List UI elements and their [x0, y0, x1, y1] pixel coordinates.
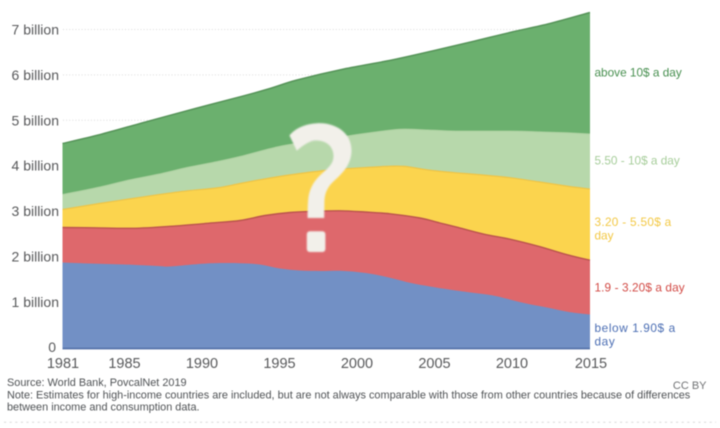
svg-text:0: 0 [48, 339, 56, 355]
svg-text:1995: 1995 [263, 356, 295, 372]
svg-text:2000: 2000 [341, 356, 373, 372]
svg-text:Source: World Bank, PovcalNet: Source: World Bank, PovcalNet 2019 [7, 377, 187, 389]
svg-text:Note: Estimates for high-incom: Note: Estimates for high-income countrie… [7, 390, 691, 402]
svg-text:CC BY: CC BY [673, 380, 707, 392]
svg-text:4 billion: 4 billion [12, 158, 59, 174]
svg-text:3 billion: 3 billion [12, 203, 59, 219]
svg-text:5 billion: 5 billion [12, 112, 59, 128]
svg-text:5.50 - 10$ a day: 5.50 - 10$ a day [595, 154, 680, 168]
svg-text:1985: 1985 [108, 356, 140, 372]
svg-text:below 1.90$ a: below 1.90$ a [595, 321, 676, 335]
svg-text:2010: 2010 [496, 356, 528, 372]
svg-text:1 billion: 1 billion [12, 294, 59, 310]
svg-text:2 billion: 2 billion [12, 249, 59, 265]
svg-text:3.20 - 5.50$ a: 3.20 - 5.50$ a [595, 215, 672, 229]
svg-text:1990: 1990 [186, 356, 218, 372]
svg-text:2005: 2005 [418, 356, 450, 372]
svg-text:between income and consumption: between income and consumption data. [7, 402, 200, 414]
svg-text:2015: 2015 [575, 356, 607, 372]
svg-text:1981: 1981 [47, 356, 79, 372]
svg-text:7 billion: 7 billion [12, 22, 59, 38]
svg-text:day: day [595, 335, 616, 349]
svg-text:above 10$ a day: above 10$ a day [595, 66, 682, 80]
svg-text:1.9 - 3.20$ a day: 1.9 - 3.20$ a day [595, 281, 685, 295]
svg-text:6 billion: 6 billion [12, 67, 59, 83]
svg-text:day: day [595, 229, 614, 243]
